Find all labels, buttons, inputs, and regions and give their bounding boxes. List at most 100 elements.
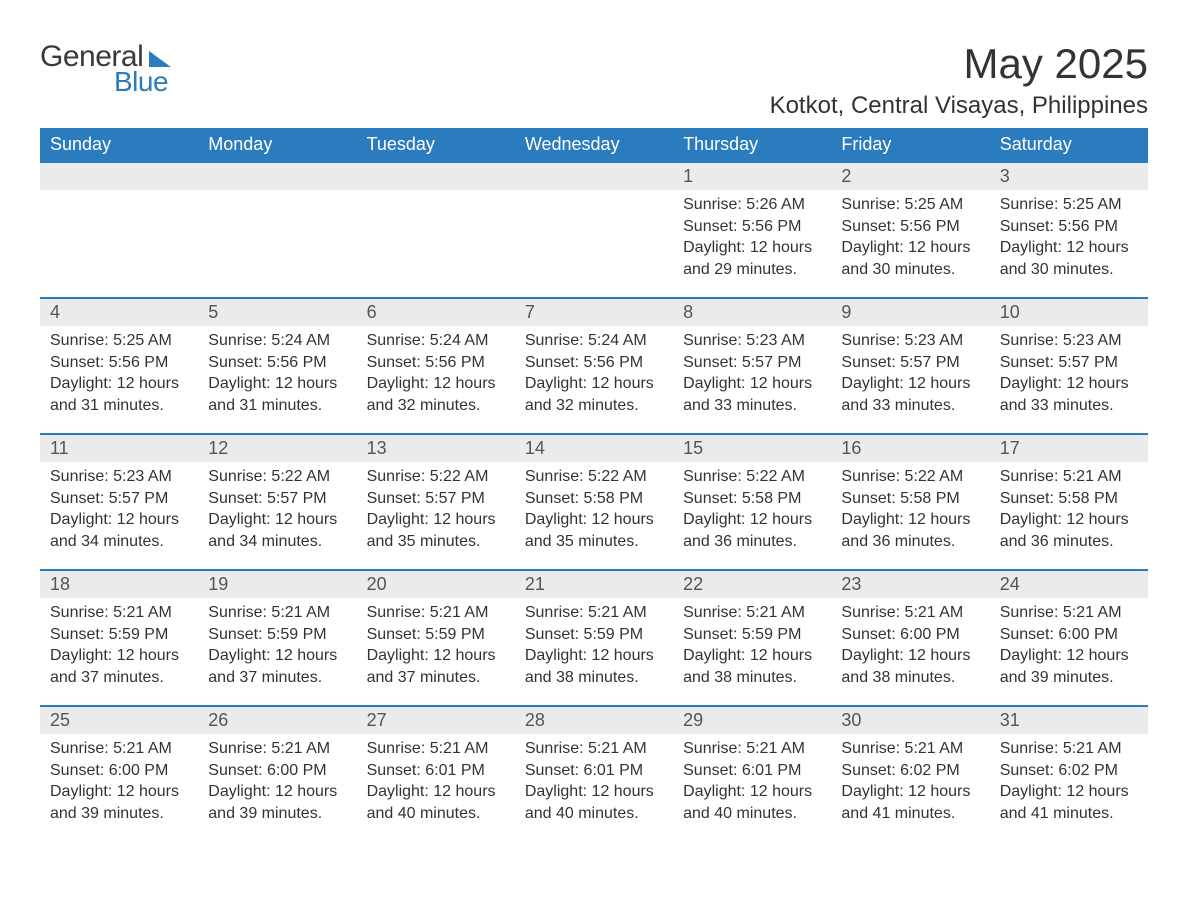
day-data: Sunrise: 5:24 AMSunset: 5:56 PMDaylight:… (198, 326, 356, 424)
daylight-text: Daylight: 12 hours and 36 minutes. (683, 509, 821, 552)
day-header: Tuesday (357, 128, 515, 162)
sunset-text: Sunset: 5:59 PM (367, 624, 505, 646)
day-header: Wednesday (515, 128, 673, 162)
sunrise-text: Sunrise: 5:24 AM (367, 330, 505, 352)
day-header: Friday (831, 128, 989, 162)
sunset-text: Sunset: 5:58 PM (525, 488, 663, 510)
sunset-text: Sunset: 5:58 PM (683, 488, 821, 510)
daylight-text: Daylight: 12 hours and 30 minutes. (841, 237, 979, 280)
day-number: 4 (40, 299, 198, 326)
calendar-cell: 17Sunrise: 5:21 AMSunset: 5:58 PMDayligh… (990, 434, 1148, 570)
day-data (40, 190, 198, 280)
sunset-text: Sunset: 6:01 PM (683, 760, 821, 782)
calendar-cell: 14Sunrise: 5:22 AMSunset: 5:58 PMDayligh… (515, 434, 673, 570)
calendar-cell: 28Sunrise: 5:21 AMSunset: 6:01 PMDayligh… (515, 706, 673, 842)
sunset-text: Sunset: 5:59 PM (683, 624, 821, 646)
day-number: 11 (40, 435, 198, 462)
daylight-text: Daylight: 12 hours and 38 minutes. (525, 645, 663, 688)
sunrise-text: Sunrise: 5:21 AM (1000, 466, 1138, 488)
day-number (40, 163, 198, 190)
calendar-cell: 8Sunrise: 5:23 AMSunset: 5:57 PMDaylight… (673, 298, 831, 434)
calendar-cell: 22Sunrise: 5:21 AMSunset: 5:59 PMDayligh… (673, 570, 831, 706)
title-block: May 2025 Kotkot, Central Visayas, Philip… (770, 40, 1148, 120)
day-data: Sunrise: 5:21 AMSunset: 6:02 PMDaylight:… (990, 734, 1148, 832)
day-number: 23 (831, 571, 989, 598)
logo-text-blue: Blue (114, 66, 168, 98)
daylight-text: Daylight: 12 hours and 37 minutes. (208, 645, 346, 688)
daylight-text: Daylight: 12 hours and 30 minutes. (1000, 237, 1138, 280)
month-title: May 2025 (770, 40, 1148, 88)
sunset-text: Sunset: 5:56 PM (683, 216, 821, 238)
calendar-cell: 29Sunrise: 5:21 AMSunset: 6:01 PMDayligh… (673, 706, 831, 842)
day-data: Sunrise: 5:22 AMSunset: 5:58 PMDaylight:… (515, 462, 673, 560)
sunset-text: Sunset: 6:02 PM (1000, 760, 1138, 782)
calendar-cell (198, 162, 356, 298)
day-number: 31 (990, 707, 1148, 734)
sunset-text: Sunset: 5:56 PM (1000, 216, 1138, 238)
day-data (515, 190, 673, 280)
sunrise-text: Sunrise: 5:21 AM (367, 738, 505, 760)
daylight-text: Daylight: 12 hours and 31 minutes. (50, 373, 188, 416)
calendar-cell: 16Sunrise: 5:22 AMSunset: 5:58 PMDayligh… (831, 434, 989, 570)
daylight-text: Daylight: 12 hours and 40 minutes. (683, 781, 821, 824)
day-number (198, 163, 356, 190)
daylight-text: Daylight: 12 hours and 37 minutes. (367, 645, 505, 688)
day-header: Monday (198, 128, 356, 162)
calendar-cell: 13Sunrise: 5:22 AMSunset: 5:57 PMDayligh… (357, 434, 515, 570)
day-number: 17 (990, 435, 1148, 462)
day-data: Sunrise: 5:23 AMSunset: 5:57 PMDaylight:… (990, 326, 1148, 424)
day-data: Sunrise: 5:26 AMSunset: 5:56 PMDaylight:… (673, 190, 831, 288)
daylight-text: Daylight: 12 hours and 36 minutes. (1000, 509, 1138, 552)
day-number: 30 (831, 707, 989, 734)
calendar-cell: 19Sunrise: 5:21 AMSunset: 5:59 PMDayligh… (198, 570, 356, 706)
day-data: Sunrise: 5:25 AMSunset: 5:56 PMDaylight:… (990, 190, 1148, 288)
day-number: 1 (673, 163, 831, 190)
daylight-text: Daylight: 12 hours and 33 minutes. (841, 373, 979, 416)
sunrise-text: Sunrise: 5:25 AM (1000, 194, 1138, 216)
calendar-cell: 10Sunrise: 5:23 AMSunset: 5:57 PMDayligh… (990, 298, 1148, 434)
calendar-cell: 4Sunrise: 5:25 AMSunset: 5:56 PMDaylight… (40, 298, 198, 434)
calendar-cell: 23Sunrise: 5:21 AMSunset: 6:00 PMDayligh… (831, 570, 989, 706)
day-data (357, 190, 515, 280)
calendar-cell: 25Sunrise: 5:21 AMSunset: 6:00 PMDayligh… (40, 706, 198, 842)
location-text: Kotkot, Central Visayas, Philippines (770, 92, 1148, 120)
sunrise-text: Sunrise: 5:23 AM (50, 466, 188, 488)
sunset-text: Sunset: 5:58 PM (841, 488, 979, 510)
daylight-text: Daylight: 12 hours and 38 minutes. (683, 645, 821, 688)
sunset-text: Sunset: 5:59 PM (50, 624, 188, 646)
calendar-cell: 27Sunrise: 5:21 AMSunset: 6:01 PMDayligh… (357, 706, 515, 842)
day-number: 9 (831, 299, 989, 326)
day-number: 2 (831, 163, 989, 190)
sunset-text: Sunset: 5:57 PM (367, 488, 505, 510)
sunrise-text: Sunrise: 5:21 AM (525, 602, 663, 624)
sunset-text: Sunset: 5:57 PM (50, 488, 188, 510)
calendar-week-row: 1Sunrise: 5:26 AMSunset: 5:56 PMDaylight… (40, 162, 1148, 298)
calendar-cell: 3Sunrise: 5:25 AMSunset: 5:56 PMDaylight… (990, 162, 1148, 298)
daylight-text: Daylight: 12 hours and 40 minutes. (525, 781, 663, 824)
day-number: 6 (357, 299, 515, 326)
day-number: 28 (515, 707, 673, 734)
sunrise-text: Sunrise: 5:22 AM (367, 466, 505, 488)
sunrise-text: Sunrise: 5:21 AM (50, 738, 188, 760)
day-number: 22 (673, 571, 831, 598)
daylight-text: Daylight: 12 hours and 31 minutes. (208, 373, 346, 416)
sunset-text: Sunset: 5:57 PM (683, 352, 821, 374)
sunrise-text: Sunrise: 5:22 AM (208, 466, 346, 488)
calendar-cell (515, 162, 673, 298)
calendar-body: 1Sunrise: 5:26 AMSunset: 5:56 PMDaylight… (40, 162, 1148, 842)
daylight-text: Daylight: 12 hours and 38 minutes. (841, 645, 979, 688)
calendar-cell (357, 162, 515, 298)
sunset-text: Sunset: 5:57 PM (208, 488, 346, 510)
daylight-text: Daylight: 12 hours and 35 minutes. (525, 509, 663, 552)
sunrise-text: Sunrise: 5:21 AM (1000, 738, 1138, 760)
sunrise-text: Sunrise: 5:25 AM (841, 194, 979, 216)
day-data: Sunrise: 5:21 AMSunset: 5:59 PMDaylight:… (357, 598, 515, 696)
calendar-week-row: 18Sunrise: 5:21 AMSunset: 5:59 PMDayligh… (40, 570, 1148, 706)
sunrise-text: Sunrise: 5:22 AM (683, 466, 821, 488)
daylight-text: Daylight: 12 hours and 36 minutes. (841, 509, 979, 552)
day-number: 13 (357, 435, 515, 462)
calendar-cell (40, 162, 198, 298)
day-number: 14 (515, 435, 673, 462)
sunset-text: Sunset: 6:00 PM (208, 760, 346, 782)
page: General Blue May 2025 Kotkot, Central Vi… (0, 0, 1188, 862)
